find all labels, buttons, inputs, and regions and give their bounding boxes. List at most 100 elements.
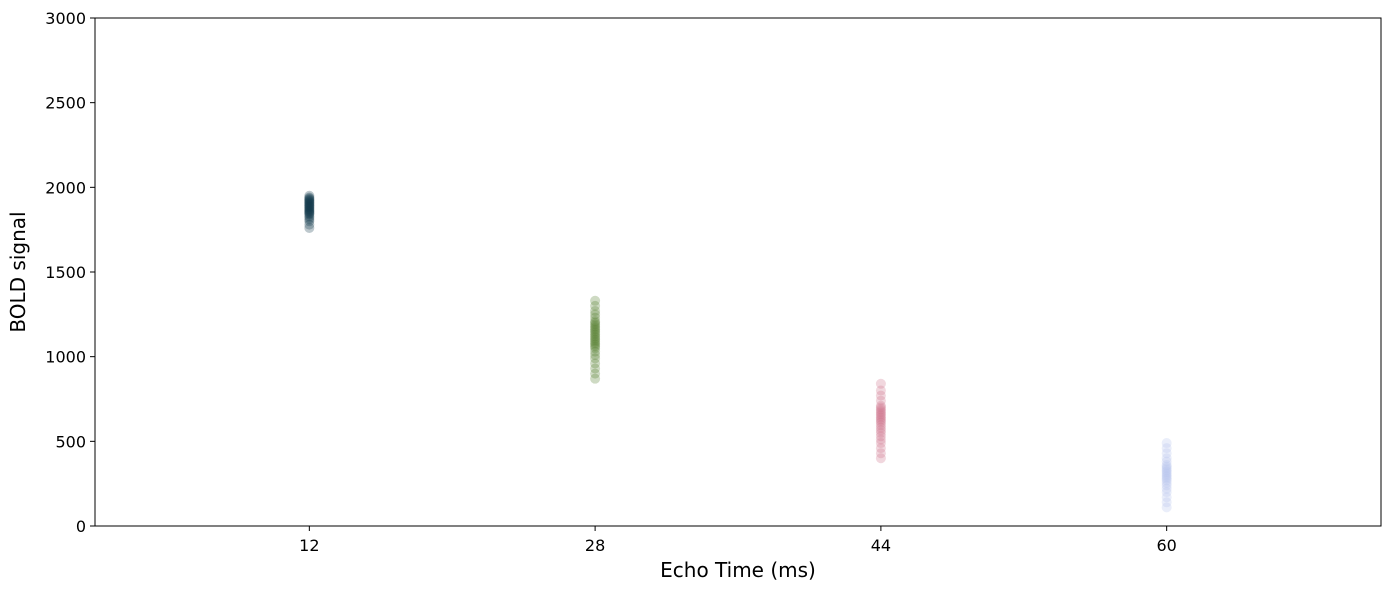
data-point-echo-28-24 <box>590 312 601 323</box>
data-point-echo-44-16 <box>875 407 886 418</box>
data-point-echo-28-12 <box>590 334 601 345</box>
data-point-echo-12-18 <box>304 199 315 210</box>
data-point-echo-44-7 <box>875 425 886 436</box>
data-point-echo-60-14 <box>1161 463 1172 474</box>
data-point-echo-28-13 <box>590 333 601 344</box>
data-point-echo-28-25 <box>590 309 601 320</box>
data-point-echo-44-6 <box>875 427 886 438</box>
data-point-echo-44-0 <box>875 453 886 464</box>
points-layer <box>304 190 1172 513</box>
data-point-echo-28-1 <box>590 368 601 379</box>
data-point-echo-60-2 <box>1161 492 1172 503</box>
data-point-echo-60-7 <box>1161 475 1172 486</box>
data-point-echo-44-8 <box>875 422 886 433</box>
x-tick-label: 28 <box>585 536 605 555</box>
data-point-echo-12-17 <box>304 200 315 211</box>
data-point-echo-28-0 <box>590 373 601 384</box>
data-point-echo-60-11 <box>1161 468 1172 479</box>
data-point-echo-28-11 <box>590 336 601 347</box>
y-tick-label: 500 <box>55 432 86 451</box>
data-point-echo-12-9 <box>304 206 315 217</box>
y-tick-label: 0 <box>76 517 86 536</box>
y-tick-label: 1500 <box>45 263 86 282</box>
data-point-echo-60-18 <box>1161 453 1172 464</box>
data-point-echo-28-10 <box>590 338 601 349</box>
data-point-echo-60-20 <box>1161 443 1172 454</box>
data-point-echo-28-26 <box>590 305 601 316</box>
data-point-echo-60-15 <box>1161 461 1172 472</box>
data-point-echo-12-3 <box>304 214 315 225</box>
x-tick-label: 12 <box>299 536 319 555</box>
data-point-echo-28-4 <box>590 353 601 364</box>
data-point-echo-12-20 <box>304 197 315 208</box>
data-point-echo-28-6 <box>590 346 601 357</box>
data-point-echo-44-18 <box>875 404 886 415</box>
data-point-echo-12-2 <box>304 216 315 227</box>
data-point-echo-28-9 <box>590 339 601 350</box>
data-point-echo-12-10 <box>304 206 315 217</box>
x-axis-label: Echo Time (ms) <box>660 558 816 582</box>
data-point-echo-44-19 <box>875 402 886 413</box>
data-point-echo-60-17 <box>1161 456 1172 467</box>
y-tick-label: 3000 <box>45 9 86 28</box>
data-point-echo-12-8 <box>304 207 315 218</box>
data-point-echo-28-7 <box>590 343 601 354</box>
data-point-echo-44-9 <box>875 420 886 431</box>
data-point-echo-60-8 <box>1161 473 1172 484</box>
y-tick-label: 2500 <box>45 94 86 113</box>
data-point-echo-44-15 <box>875 409 886 420</box>
data-point-echo-44-24 <box>875 378 886 389</box>
data-point-echo-12-23 <box>304 195 315 206</box>
data-point-echo-44-12 <box>875 414 886 425</box>
plot-area <box>95 18 1381 526</box>
data-point-echo-12-12 <box>304 204 315 215</box>
y-axis-label: BOLD signal <box>6 211 30 332</box>
data-point-echo-28-28 <box>590 295 601 306</box>
data-point-echo-60-1 <box>1161 497 1172 508</box>
data-point-echo-12-26 <box>304 192 315 203</box>
data-point-echo-12-22 <box>304 195 315 206</box>
data-point-echo-44-14 <box>875 410 886 421</box>
data-point-echo-60-10 <box>1161 470 1172 481</box>
data-point-echo-28-19 <box>590 322 601 333</box>
data-point-echo-28-8 <box>590 341 601 352</box>
data-point-echo-60-5 <box>1161 480 1172 491</box>
data-point-echo-12-13 <box>304 203 315 214</box>
data-point-echo-44-11 <box>875 416 886 427</box>
data-point-echo-44-10 <box>875 417 886 428</box>
data-point-echo-44-4 <box>875 434 886 445</box>
data-point-echo-44-2 <box>875 443 886 454</box>
data-point-echo-28-16 <box>590 327 601 338</box>
y-tick-label: 2000 <box>45 178 86 197</box>
data-point-echo-12-6 <box>304 209 315 220</box>
data-point-echo-12-4 <box>304 212 315 223</box>
data-point-echo-60-4 <box>1161 483 1172 494</box>
data-point-echo-12-19 <box>304 198 315 209</box>
x-tick-label: 44 <box>871 536 891 555</box>
data-point-echo-12-21 <box>304 196 315 207</box>
data-point-echo-12-14 <box>304 202 315 213</box>
data-point-echo-12-24 <box>304 194 315 205</box>
data-point-echo-28-15 <box>590 329 601 340</box>
data-point-echo-60-6 <box>1161 477 1172 488</box>
data-point-echo-28-21 <box>590 319 601 330</box>
data-point-echo-60-0 <box>1161 502 1172 513</box>
data-point-echo-44-22 <box>875 390 886 401</box>
data-point-echo-44-20 <box>875 400 886 411</box>
data-point-echo-28-14 <box>590 331 601 342</box>
data-point-echo-12-27 <box>304 190 315 201</box>
data-point-echo-12-25 <box>304 193 315 204</box>
data-point-echo-12-0 <box>304 222 315 233</box>
data-point-echo-12-5 <box>304 211 315 222</box>
data-point-echo-44-3 <box>875 438 886 449</box>
data-point-echo-44-5 <box>875 431 886 442</box>
x-axis-ticks: 12 28 44 60 <box>299 526 1177 555</box>
data-point-echo-28-18 <box>590 324 601 335</box>
data-point-echo-60-16 <box>1161 460 1172 471</box>
data-point-echo-60-13 <box>1161 465 1172 476</box>
y-axis-ticks: 0 500 1000 1500 2000 2500 3000 <box>45 9 95 536</box>
data-point-echo-12-11 <box>304 205 315 216</box>
data-point-echo-44-13 <box>875 412 886 423</box>
data-point-echo-44-21 <box>875 395 886 406</box>
